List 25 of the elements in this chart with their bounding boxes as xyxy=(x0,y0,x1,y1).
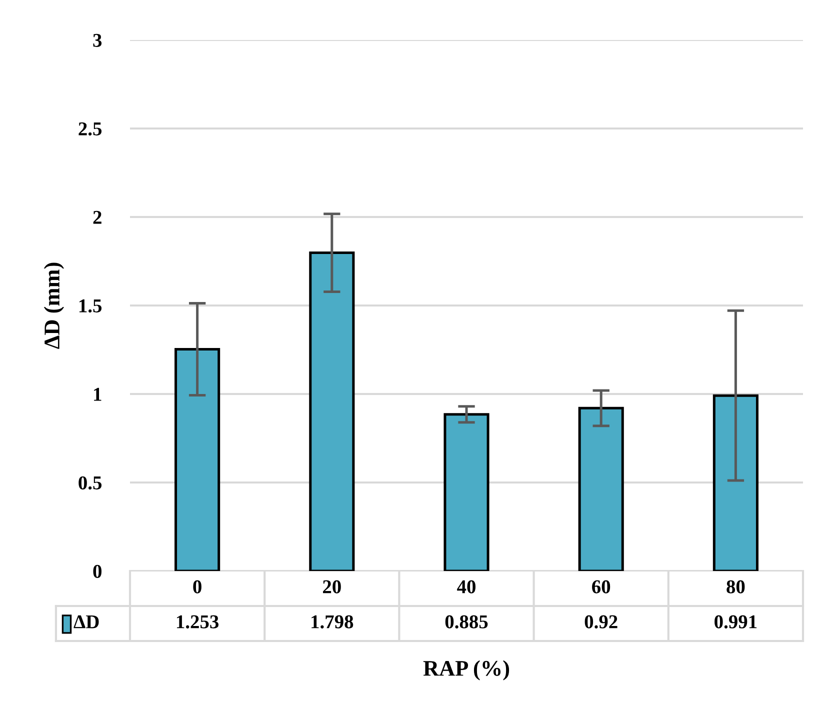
bar xyxy=(309,252,355,571)
data-label: 0.885 xyxy=(445,615,488,628)
data-label: 1.253 xyxy=(176,615,219,628)
data-label: 0.991 xyxy=(714,615,757,628)
y-tick-label: 0.5 xyxy=(78,476,102,490)
bar xyxy=(712,394,758,571)
y-tick-label: 0 xyxy=(93,564,102,578)
y-tick-label: 3 xyxy=(93,34,102,47)
bar xyxy=(444,413,490,571)
x-tick-label: 0 xyxy=(193,580,202,594)
y-tick-label: 2.5 xyxy=(78,122,102,136)
y-tick-label: 2 xyxy=(93,210,102,224)
data-label: 0.92 xyxy=(584,615,618,628)
x-tick-label: 60 xyxy=(592,580,610,594)
x-tick-label: 20 xyxy=(322,580,341,594)
bar xyxy=(578,406,624,571)
y-axis-title: ΔD (mm) xyxy=(44,262,64,349)
y-tick-label: 1 xyxy=(94,388,102,401)
bar xyxy=(174,348,220,571)
data-label: 1.798 xyxy=(312,615,354,628)
legend-label: ΔD xyxy=(74,615,99,628)
x-tick-label: 40 xyxy=(457,580,476,594)
x-tick-label: 80 xyxy=(726,580,745,594)
y-tick-label: 1.5 xyxy=(79,299,102,313)
x-axis-title: RAP (%) xyxy=(423,660,510,680)
